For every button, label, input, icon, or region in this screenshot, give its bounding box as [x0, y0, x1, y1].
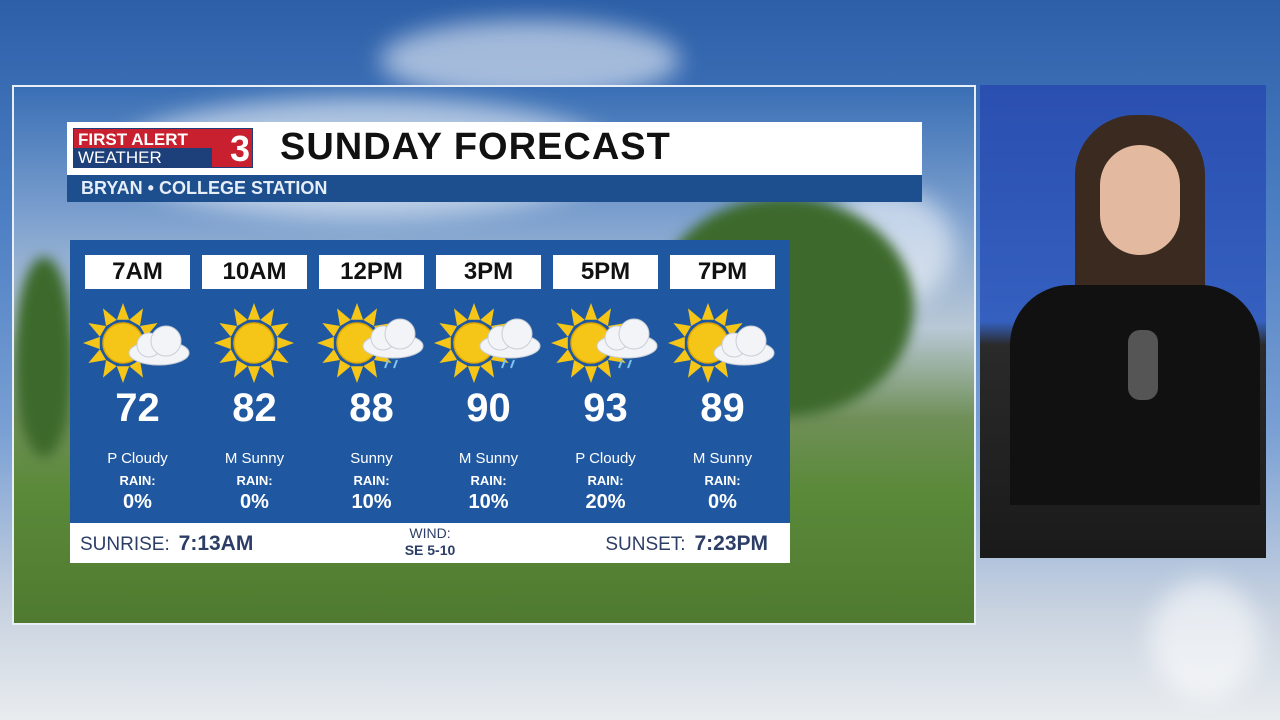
sun-cloud-rain-icon	[317, 303, 424, 383]
sunrise-label: SUNRISE:	[80, 534, 170, 555]
forecast-time: 7AM	[85, 255, 190, 289]
sun-cloud-rain-icon	[551, 303, 658, 383]
forecast-panel: 7AM 72 P Cloudy RAIN: 0% 10AM 82 M Sunny …	[70, 240, 790, 523]
sun-cloud-icon	[83, 303, 190, 383]
rain-label: RAIN:	[119, 473, 156, 488]
forecast-column: 10AM 82 M Sunny RAIN: 0%	[196, 240, 313, 523]
forecast-column: 7PM 89 M Sunny RAIN: 0%	[664, 240, 781, 523]
background-cloud	[1150, 580, 1260, 700]
forecast-column: 5PM 93 P Cloudy RAIN: 20%	[547, 240, 664, 523]
sunset-time: 7:23PM	[694, 532, 768, 555]
forecast-time: 7PM	[670, 255, 775, 289]
sun-cloud-icon	[668, 303, 775, 383]
forecast-condition: Sunny	[350, 450, 393, 467]
logo-text: WEATHER	[74, 148, 212, 168]
rain-chance: 0%	[240, 491, 269, 513]
presenter-video	[980, 85, 1266, 558]
rain-chance: 20%	[585, 491, 626, 513]
forecast-temp: 89	[700, 386, 745, 430]
forecast-time: 12PM	[319, 255, 424, 289]
wind-label: WIND:	[409, 525, 451, 541]
logo-text: FIRST ALERT	[78, 130, 188, 149]
sun-icon	[214, 303, 294, 383]
forecast-time: 5PM	[553, 255, 658, 289]
forecast-condition: P Cloudy	[575, 450, 636, 467]
page-title: SUNDAY FORECAST	[280, 126, 671, 168]
rain-label: RAIN:	[704, 473, 741, 488]
station-logo: FIRST ALERT WEATHER 3	[73, 128, 253, 169]
forecast-time: 10AM	[202, 255, 307, 289]
forecast-condition: M Sunny	[692, 450, 753, 467]
forecast-column: 12PM 88 Sunny RAIN: 10%	[313, 240, 430, 523]
rain-label: RAIN:	[470, 473, 507, 488]
logo-number: 3	[229, 128, 250, 169]
forecast-time: 3PM	[436, 255, 541, 289]
forecast-column: 3PM 90 M Sunny RAIN: 10%	[430, 240, 547, 523]
rain-label: RAIN:	[353, 473, 390, 488]
forecast-temp: 72	[115, 386, 160, 430]
rain-chance: 10%	[468, 491, 509, 513]
sun-cloud-rain-icon	[434, 303, 541, 383]
rain-label: RAIN:	[236, 473, 273, 488]
wind-value: SE 5-10	[404, 542, 456, 558]
sun-wind-footer: SUNRISE: 7:13AM WIND: SE 5-10 SUNSET: 7:2…	[70, 523, 790, 563]
wind-info: WIND: SE 5-10	[370, 525, 490, 559]
forecast-temp: 82	[232, 386, 277, 430]
forecast-column: 7AM 72 P Cloudy RAIN: 0%	[79, 240, 196, 523]
forecast-temp: 93	[583, 386, 628, 430]
forecast-temp: 88	[349, 386, 394, 430]
rain-chance: 0%	[708, 491, 737, 513]
forecast-condition: P Cloudy	[107, 450, 168, 467]
forecast-condition: M Sunny	[224, 450, 285, 467]
rain-chance: 10%	[351, 491, 392, 513]
location-label: BRYAN • COLLEGE STATION	[67, 175, 922, 202]
sunrise-info: SUNRISE: 7:13AM	[80, 532, 253, 556]
forecast-condition: M Sunny	[458, 450, 519, 467]
header-bar: FIRST ALERT WEATHER 3 SUNDAY FORECAST	[67, 122, 922, 175]
sunset-label: SUNSET:	[605, 534, 686, 555]
rain-label: RAIN:	[587, 473, 624, 488]
forecast-temp: 90	[466, 386, 511, 430]
sunrise-time: 7:13AM	[178, 532, 254, 555]
rain-chance: 0%	[123, 491, 152, 513]
sunset-info: SUNSET: 7:23PM	[605, 532, 768, 556]
